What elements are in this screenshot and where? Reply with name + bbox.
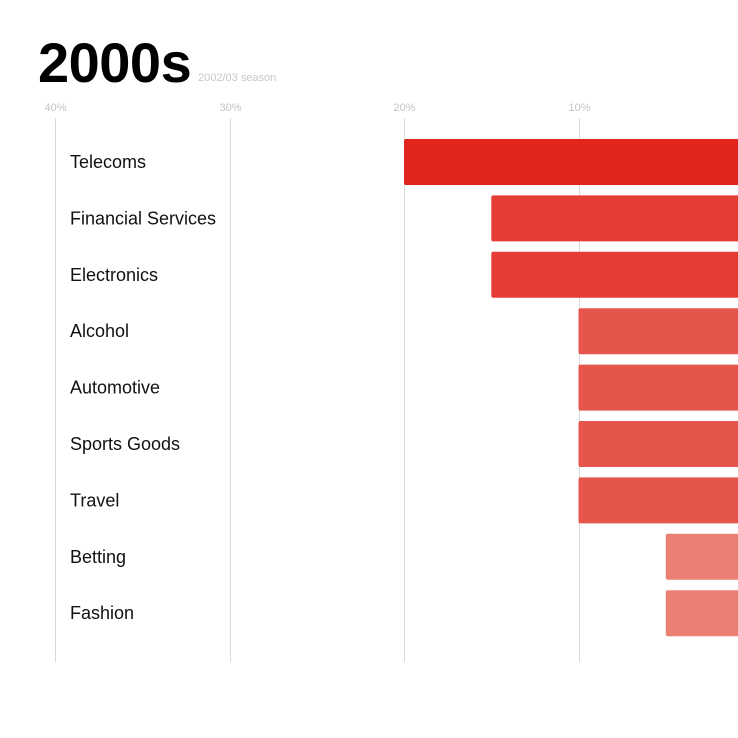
category-label: Betting bbox=[70, 547, 126, 567]
category-label: Automotive bbox=[70, 378, 160, 398]
category-label: Fashion bbox=[70, 603, 134, 623]
category-label: Financial Services bbox=[70, 208, 216, 228]
x-tick-label: 30% bbox=[219, 102, 241, 114]
bar-travel bbox=[578, 477, 738, 524]
x-tick-label: 40% bbox=[44, 102, 66, 114]
category-labels: Telecoms Financial Services Electronics Alc… bbox=[70, 152, 216, 623]
bars bbox=[404, 139, 738, 637]
bar-betting bbox=[665, 533, 738, 580]
category-label: Electronics bbox=[70, 265, 158, 285]
x-axis-ticks: 40% 30% 20% 10% bbox=[44, 102, 590, 114]
category-label: Sports Goods bbox=[70, 434, 180, 454]
chart-subtitle: 2002/03 season bbox=[198, 72, 277, 84]
chart-title: 2000s bbox=[38, 31, 192, 94]
x-tick-label: 10% bbox=[568, 102, 590, 114]
bar-electronics bbox=[491, 251, 738, 298]
category-label: Telecoms bbox=[70, 152, 146, 172]
bar-automotive bbox=[578, 364, 738, 411]
bar-telecoms bbox=[404, 139, 738, 185]
bar-alcohol bbox=[578, 308, 738, 355]
bar-financial-services bbox=[491, 195, 738, 242]
bar-fashion bbox=[665, 590, 738, 637]
bar-sports-goods bbox=[578, 421, 738, 467]
category-label: Alcohol bbox=[70, 321, 129, 341]
x-tick-label: 20% bbox=[393, 102, 415, 114]
category-label: Travel bbox=[70, 490, 119, 510]
